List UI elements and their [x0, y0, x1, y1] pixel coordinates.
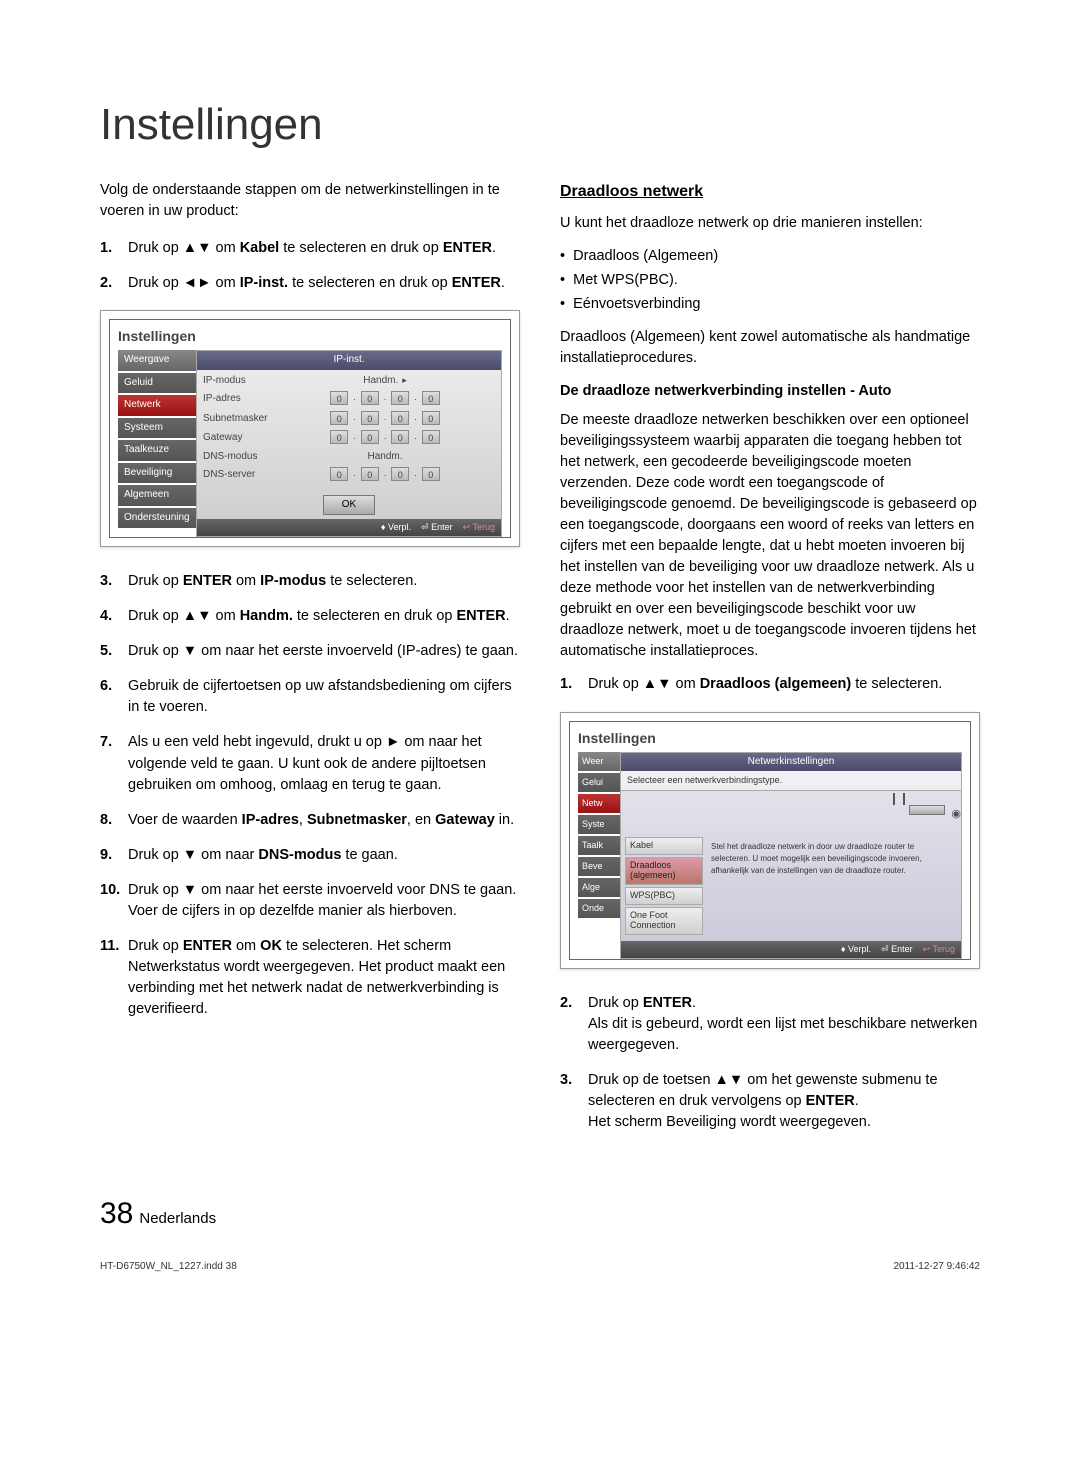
step-item: 10.Druk op ▼ om naar het eerste invoerve… — [100, 880, 520, 922]
subtitle: Draadloos netwerk — [560, 180, 980, 203]
network-option[interactable]: WPS(PBC) — [625, 887, 703, 905]
screenshot2-title: Instellingen — [578, 728, 962, 748]
footer-hint: ↩ Terug — [923, 943, 955, 956]
steps-list-1: 1.Druk op ▲▼ om Kabel te selecteren en d… — [100, 238, 520, 294]
sidebar-tab[interactable]: Netwerk — [118, 395, 196, 416]
panel2-header: Netwerkinstellingen — [621, 753, 961, 772]
ip-octet[interactable]: 0 — [361, 391, 379, 405]
sidebar-tab[interactable]: Gelui — [578, 773, 620, 792]
subsection-title: De draadloze netwerkverbinding instellen… — [560, 381, 980, 402]
sidebar-tab[interactable]: Ondersteuning — [118, 508, 196, 529]
right-column: Draadloos netwerk U kunt het draadloze n… — [560, 180, 980, 1147]
sidebar-tab[interactable]: Systeem — [118, 418, 196, 439]
bullet-list: Draadloos (Algemeen) Met WPS(PBC). Eénvoet… — [560, 246, 980, 315]
ip-octet[interactable]: 0 — [422, 430, 440, 444]
ip-octet[interactable]: 0 — [391, 467, 409, 481]
ip-octet[interactable]: 0 — [391, 391, 409, 405]
step-item: 6.Gebruik de cijfertoetsen op uw afstand… — [100, 676, 520, 718]
settings-row: IP-modusHandm.▸ — [203, 374, 495, 389]
page-number: 38Nederlands — [100, 1197, 980, 1231]
sidebar-tab[interactable]: Onde — [578, 899, 620, 918]
sidebar-tab[interactable]: Alge — [578, 878, 620, 897]
ip-octet[interactable]: 0 — [422, 467, 440, 481]
ok-button[interactable]: OK — [323, 495, 375, 516]
screenshot-network-type: Instellingen Weer Gelui Netw Syste Taalk Beve… — [560, 712, 980, 969]
bullet-item: Met WPS(PBC). — [560, 270, 980, 291]
sidebar-tab[interactable]: Beve — [578, 857, 620, 876]
sidebar-tab[interactable]: Beveiliging — [118, 463, 196, 484]
sidebar-tab[interactable]: Netw — [578, 794, 620, 813]
ip-octet[interactable]: 0 — [391, 430, 409, 444]
option-desc: Stel het draadloze netwerk in door uw dr… — [709, 837, 957, 936]
ip-octet[interactable]: 0 — [361, 411, 379, 425]
network-option[interactable]: Kabel — [625, 837, 703, 855]
body1: Draadloos (Algemeen) kent zowel automati… — [560, 327, 980, 369]
step-item: 4.Druk op ▲▼ om Handm. te selecteren en … — [100, 606, 520, 627]
ip-octet[interactable]: 0 — [330, 467, 348, 481]
left-column: Volg de onderstaande stappen om de netwe… — [100, 180, 520, 1147]
footer-hint: ↩ Terug — [463, 521, 495, 534]
footer-right: 2011-12-27 9:46:42 — [893, 1261, 980, 1272]
ip-octet[interactable]: 0 — [330, 430, 348, 444]
bullet-item: Draadloos (Algemeen) — [560, 246, 980, 267]
ip-octet[interactable]: 0 — [330, 411, 348, 425]
intro-text: Volg de onderstaande stappen om de netwe… — [100, 180, 520, 222]
settings-row: Subnetmasker0.0.0.0 — [203, 411, 495, 428]
settings-row: IP-adres0.0.0.0 — [203, 391, 495, 408]
network-option[interactable]: Draadloos (algemeen) — [625, 857, 703, 885]
footer-hint: ♦ Verpl. — [841, 943, 871, 956]
steps-list-2: 3.Druk op ENTER om IP-modus te selectere… — [100, 571, 520, 1019]
sidebar-tab[interactable]: Algemeen — [118, 485, 196, 506]
step-item: 3.Druk op ENTER om IP-modus te selectere… — [100, 571, 520, 592]
footer-hint: ♦ Verpl. — [381, 521, 411, 534]
ip-octet[interactable]: 0 — [391, 411, 409, 425]
sidebar-tab[interactable]: Weergave — [118, 350, 196, 371]
steps-list-3: 1.Druk op ▲▼ om Draadloos (algemeen) te … — [560, 674, 980, 695]
step-item: 3.Druk op de toetsen ▲▼ om het gewenste … — [560, 1070, 980, 1133]
sidebar-tab[interactable]: Geluid — [118, 373, 196, 394]
ip-octet[interactable]: 0 — [361, 467, 379, 481]
sidebar-tab[interactable]: Syste — [578, 815, 620, 834]
settings-row: DNS-modusHandm. — [203, 450, 495, 465]
footer-hint: ⏎ Enter — [881, 943, 913, 956]
sidebar-tab[interactable]: Taalkeuze — [118, 440, 196, 461]
network-option[interactable]: One Foot Connection — [625, 907, 703, 935]
step-item: 2.Druk op ◄► om IP-inst. te selecteren e… — [100, 273, 520, 294]
body2: De meeste draadloze netwerken beschikken… — [560, 410, 980, 662]
step-item: 9.Druk op ▼ om naar DNS-modus te gaan. — [100, 845, 520, 866]
ip-octet[interactable]: 0 — [422, 411, 440, 425]
screenshot-ip-settings: Instellingen WeergaveGeluidNetwerkSystee… — [100, 310, 520, 547]
panel2-sub: Selecteer een netwerkverbindingstype. — [621, 771, 961, 791]
router-icon — [909, 805, 945, 815]
step-item: 8.Voer de waarden IP-adres, Subnetmasker… — [100, 810, 520, 831]
ip-octet[interactable]: 0 — [330, 391, 348, 405]
intro-right: U kunt het draadloze netwerk op drie man… — [560, 213, 980, 234]
sidebar-tab[interactable]: Weer — [578, 752, 620, 771]
sidebar-tab[interactable]: Taalk — [578, 836, 620, 855]
settings-row: Gateway0.0.0.0 — [203, 430, 495, 447]
screenshot-title: Instellingen — [118, 326, 502, 346]
step-item: 5.Druk op ▼ om naar het eerste invoervel… — [100, 641, 520, 662]
step-item: 1.Druk op ▲▼ om Draadloos (algemeen) te … — [560, 674, 980, 695]
ip-octet[interactable]: 0 — [422, 391, 440, 405]
panel-header: IP-inst. — [197, 351, 501, 370]
bullet-item: Eénvoetsverbinding — [560, 294, 980, 315]
step-item: 11.Druk op ENTER om OK te selecteren. He… — [100, 936, 520, 1020]
step-item: 1.Druk op ▲▼ om Kabel te selecteren en d… — [100, 238, 520, 259]
footer-left: HT-D6750W_NL_1227.indd 38 — [100, 1261, 237, 1272]
ip-octet[interactable]: 0 — [361, 430, 379, 444]
steps-list-4: 2.Druk op ENTER.Als dit is gebeurd, word… — [560, 993, 980, 1133]
wifi-icon: ◉ — [951, 807, 961, 823]
footer-hint: ⏎ Enter — [421, 521, 453, 534]
settings-row: DNS-server0.0.0.0 — [203, 467, 495, 484]
footer-line: HT-D6750W_NL_1227.indd 38 2011-12-27 9:4… — [100, 1261, 980, 1272]
step-item: 7.Als u een veld hebt ingevuld, drukt u … — [100, 732, 520, 795]
page-title: Instellingen — [100, 100, 980, 150]
step-item: 2.Druk op ENTER.Als dit is gebeurd, word… — [560, 993, 980, 1056]
